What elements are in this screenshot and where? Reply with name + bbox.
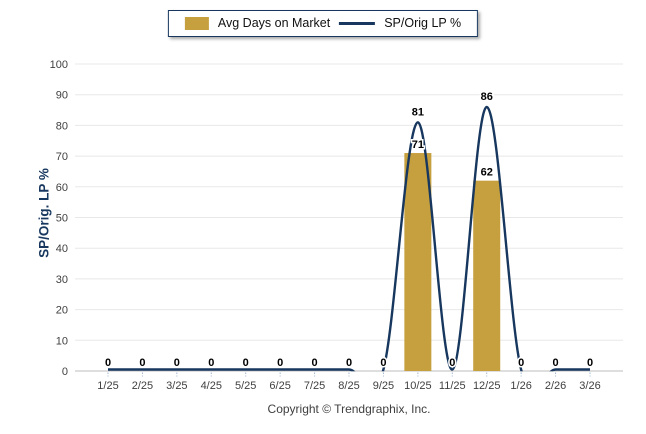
y-tick-label: 20 xyxy=(56,305,68,317)
x-tick-label: 7/25 xyxy=(304,380,325,392)
y-tick-label: 10 xyxy=(56,335,68,347)
line-legend-label: SP/Orig LP % xyxy=(384,16,462,30)
x-tick-label: 10/25 xyxy=(404,380,432,392)
bar-value-label: 0 xyxy=(277,357,283,369)
bar-value-label: 71 xyxy=(412,139,424,151)
bar-value-label: 0 xyxy=(553,357,559,369)
bar-value-label: 0 xyxy=(449,357,455,369)
y-tick-label: 70 xyxy=(56,151,68,163)
bar-value-label: 0 xyxy=(587,357,593,369)
bar-value-label: 62 xyxy=(481,167,493,179)
y-tick-label: 100 xyxy=(50,59,68,71)
x-tick-label: 4/25 xyxy=(201,380,222,392)
bar xyxy=(404,153,432,371)
bar-value-label: 0 xyxy=(346,357,352,369)
x-tick-label: 5/25 xyxy=(235,380,256,392)
x-tick-label: 11/25 xyxy=(439,380,466,392)
bar-value-label: 0 xyxy=(312,357,318,369)
bar-legend-label: Avg Days on Market xyxy=(217,16,331,30)
y-tick-label: 60 xyxy=(56,182,68,194)
y-tick-label: 40 xyxy=(56,243,68,255)
chart-legend: Avg Days on Market SP/Orig LP % xyxy=(167,10,479,37)
x-tick-label: 6/25 xyxy=(269,380,290,392)
line-value-label: 86 xyxy=(481,91,493,103)
line-value-label: 81 xyxy=(412,106,424,118)
y-axis-title: SP/Orig. LP % xyxy=(36,168,52,258)
bar-value-label: 0 xyxy=(105,357,111,369)
y-tick-label: 30 xyxy=(56,274,68,286)
x-tick-label: 8/25 xyxy=(338,380,359,392)
x-tick-label: 12/25 xyxy=(473,380,501,392)
x-tick-label: 1/25 xyxy=(97,380,118,392)
bar-value-label: 0 xyxy=(139,357,145,369)
bar xyxy=(473,180,501,371)
x-tick-label: 2/26 xyxy=(545,380,566,392)
y-tick-label: 80 xyxy=(56,120,68,132)
line-legend-swatch xyxy=(339,22,376,25)
y-tick-label: 0 xyxy=(62,366,68,378)
bar-value-label: 0 xyxy=(243,357,249,369)
y-tick-label: 90 xyxy=(56,90,68,102)
bar-value-label: 0 xyxy=(174,357,180,369)
bar-legend-swatch xyxy=(184,17,209,30)
x-tick-label: 1/26 xyxy=(510,380,531,392)
x-tick-label: 2/25 xyxy=(132,380,153,392)
x-tick-label: 3/26 xyxy=(579,380,600,392)
bar-value-label: 0 xyxy=(380,357,386,369)
y-tick-label: 50 xyxy=(56,213,68,225)
bar-value-label: 0 xyxy=(518,357,524,369)
x-tick-label: 3/25 xyxy=(166,380,187,392)
bar-value-label: 0 xyxy=(208,357,214,369)
line-series xyxy=(108,105,590,372)
x-tick-label: 9/25 xyxy=(373,380,394,392)
copyright-text: Copyright © Trendgraphix, Inc. xyxy=(267,402,431,416)
